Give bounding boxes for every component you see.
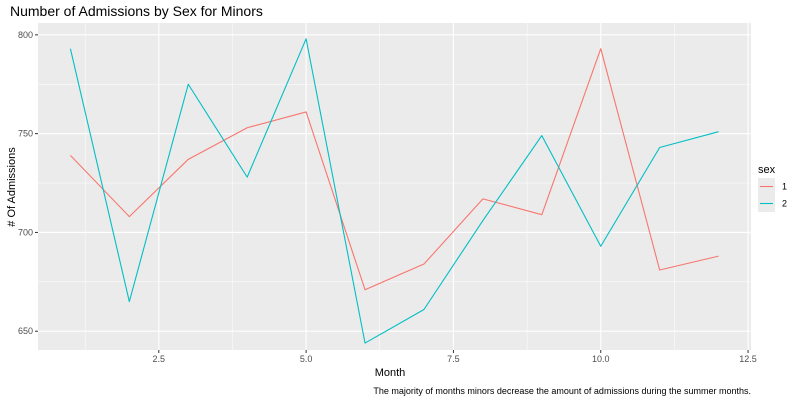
y-tick-label: 700 bbox=[18, 227, 33, 237]
y-axis-title: # Of Admissions bbox=[6, 147, 18, 227]
y-tick-label: 750 bbox=[18, 129, 33, 139]
x-axis: 2.5 5.0 7.5 10.0 12.5 bbox=[153, 350, 757, 364]
plot-panel bbox=[38, 23, 751, 350]
y-tick-label: 650 bbox=[18, 326, 33, 336]
legend-label-1: 1 bbox=[782, 182, 787, 192]
chart-caption: The majority of months minors decrease t… bbox=[373, 386, 751, 396]
x-tick-label: 10.0 bbox=[592, 354, 610, 364]
minor-grid bbox=[38, 23, 751, 350]
y-axis: 650 700 750 800 bbox=[18, 30, 38, 336]
legend-title: sex bbox=[758, 164, 776, 176]
legend: sex 1 2 bbox=[758, 164, 787, 212]
x-tick-label: 2.5 bbox=[153, 354, 166, 364]
series-line-2 bbox=[69, 38, 719, 344]
x-tick-label: 7.5 bbox=[447, 354, 460, 364]
y-tick-label: 800 bbox=[18, 30, 33, 40]
series-line-1 bbox=[70, 48, 719, 291]
x-tick-label: 5.0 bbox=[300, 354, 313, 364]
x-axis-title: Month bbox=[375, 367, 406, 379]
series-lines bbox=[69, 38, 719, 344]
major-grid bbox=[38, 23, 751, 350]
x-tick-label: 12.5 bbox=[739, 354, 757, 364]
chart-title: Number of Admissions by Sex for Minors bbox=[10, 3, 263, 19]
legend-label-2: 2 bbox=[782, 199, 787, 209]
